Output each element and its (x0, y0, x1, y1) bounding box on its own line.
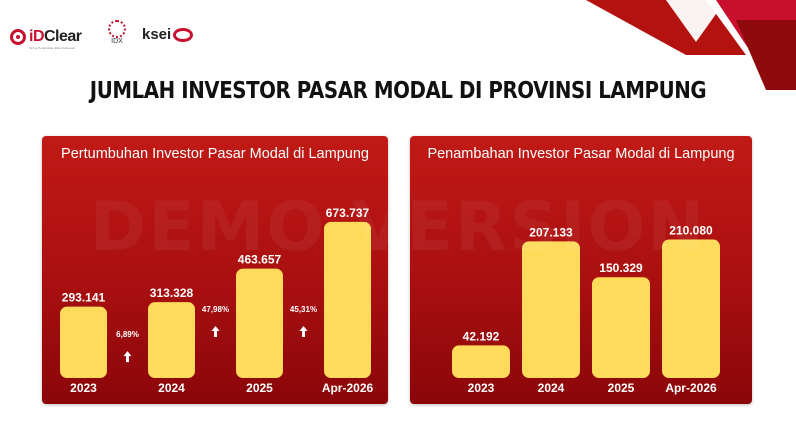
growth-label: 47,98% (202, 305, 229, 314)
up-arrow-icon (211, 326, 220, 337)
category-label: Apr-2026 (665, 381, 717, 395)
up-arrow-icon (299, 326, 308, 337)
growth-chart-svg: 293.141 2023 313.328 2024 463.657 2025 673.737… (60, 206, 374, 395)
value-label: 463.657 (238, 253, 282, 267)
bar-2024 (522, 241, 580, 378)
bar-2023 (452, 345, 510, 378)
value-label: 673.737 (326, 206, 370, 220)
category-label: 2024 (538, 381, 565, 395)
growth-chart-panel: Pertumbuhan Investor Pasar Modal di Lamp… (42, 136, 388, 404)
value-label: 42.192 (463, 329, 500, 343)
value-label: 207.133 (529, 225, 573, 239)
bar-2025 (236, 268, 283, 378)
corner-decoration (586, 0, 796, 90)
idx-logo: IDX (102, 20, 132, 45)
bar-apr-2026 (662, 239, 720, 378)
page-title: JUMLAH INVESTOR PASAR MODAL DI PROVINSI … (89, 78, 707, 104)
idclear-tagline: Kliring Penjaminan Efek Indonesia (29, 46, 75, 50)
idx-logo-text: IDX (111, 38, 123, 45)
growth-label: 6,89% (116, 330, 139, 339)
idclear-logo-text-a: iD (29, 28, 45, 45)
category-label: 2025 (246, 381, 273, 395)
category-label: Apr-2026 (322, 381, 374, 395)
addition-chart-title: Penambahan Investor Pasar Modal di Lampu… (427, 146, 735, 162)
ksei-ring-icon (173, 27, 194, 42)
idclear-logo-text-b: Clear (44, 28, 82, 45)
bar-apr-2026 (324, 221, 371, 378)
growth-label: 45,31% (290, 305, 317, 314)
value-label: 150.329 (599, 261, 643, 275)
category-label: 2024 (158, 381, 185, 395)
addition-chart-svg: 42.192 2023 207.133 2024 150.329 2025 210.080 A… (452, 224, 720, 395)
logo-group: iDClear Kliring Penjaminan Efek Indonesi… (10, 20, 210, 60)
growth-chart-title: Pertumbuhan Investor Pasar Modal di Lamp… (61, 146, 369, 162)
up-arrow-icon (123, 351, 132, 363)
bar-2023 (60, 306, 107, 378)
ksei-logo: ksei (142, 26, 194, 43)
ksei-logo-text: ksei (142, 26, 172, 43)
idclear-logo: iDClear Kliring Penjaminan Efek Indonesi… (10, 28, 82, 50)
value-label: 313.328 (150, 286, 194, 300)
value-label: 293.141 (62, 291, 106, 305)
category-label: 2025 (608, 381, 635, 395)
category-label: 2023 (468, 381, 495, 395)
bar-2025 (592, 277, 650, 378)
value-label: 210.080 (669, 224, 713, 238)
idclear-logo-icon (10, 29, 26, 45)
bar-2024 (148, 302, 195, 378)
addition-chart-panel: Penambahan Investor Pasar Modal di Lampu… (410, 136, 752, 404)
category-label: 2023 (70, 381, 97, 395)
idx-burst-icon (108, 20, 126, 38)
